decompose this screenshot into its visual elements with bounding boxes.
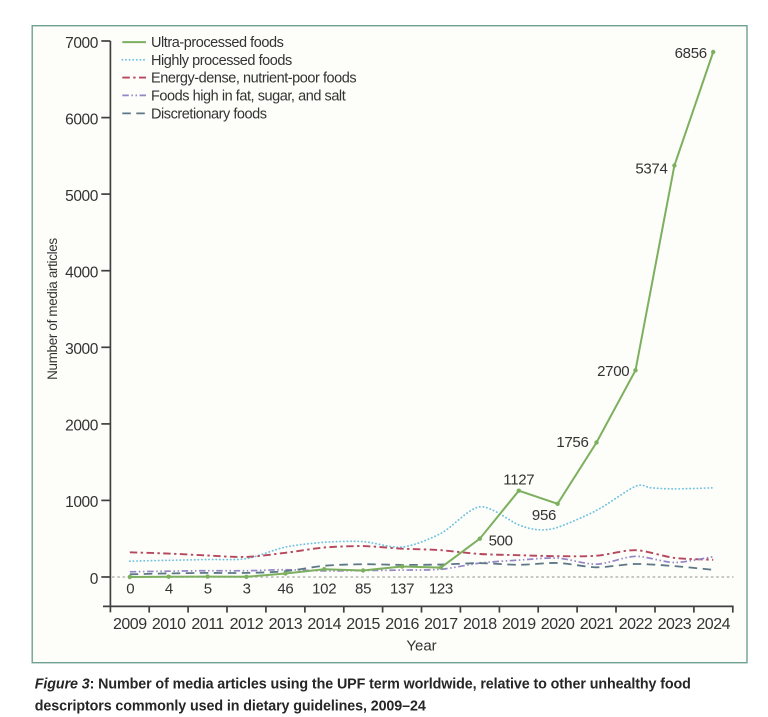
- svg-text:Figure 3: Number of media arti: Figure 3: Number of media articles using…: [35, 676, 691, 692]
- svg-text:Foods high in fat, sugar, and: Foods high in fat, sugar, and salt: [151, 88, 346, 104]
- svg-text:2022: 2022: [619, 616, 653, 633]
- svg-text:2024: 2024: [696, 616, 730, 633]
- svg-text:2012: 2012: [230, 616, 264, 633]
- svg-text:2017: 2017: [424, 616, 458, 633]
- svg-text:2021: 2021: [580, 616, 614, 633]
- svg-text:2023: 2023: [658, 616, 692, 633]
- svg-text:5374: 5374: [635, 160, 667, 177]
- svg-text:7000: 7000: [65, 35, 99, 52]
- svg-text:46: 46: [277, 580, 293, 597]
- svg-text:2014: 2014: [307, 616, 341, 633]
- svg-text:Number of media articles: Number of media articles: [45, 238, 60, 380]
- svg-text:3: 3: [243, 580, 251, 597]
- svg-text:6856: 6856: [675, 45, 707, 62]
- svg-text:102: 102: [312, 580, 336, 597]
- svg-text:2018: 2018: [463, 616, 497, 633]
- svg-text:956: 956: [532, 507, 556, 524]
- svg-text:2010: 2010: [152, 616, 186, 633]
- svg-text:Energy-dense, nutrient-poor fo: Energy-dense, nutrient-poor foods: [151, 71, 356, 87]
- svg-text:Year: Year: [406, 638, 436, 655]
- svg-text:Ultra-processed foods: Ultra-processed foods: [151, 35, 284, 51]
- svg-text:2013: 2013: [269, 616, 303, 633]
- svg-text:85: 85: [355, 580, 371, 597]
- svg-text:5000: 5000: [65, 188, 99, 205]
- svg-text:4000: 4000: [65, 265, 99, 282]
- svg-text:123: 123: [429, 580, 453, 597]
- svg-text:2016: 2016: [385, 616, 419, 633]
- svg-text:descriptors commonly used in d: descriptors commonly used in dietary gui…: [35, 698, 426, 714]
- svg-text:Highly processed foods: Highly processed foods: [151, 53, 292, 69]
- svg-text:2020: 2020: [541, 616, 575, 633]
- svg-text:500: 500: [489, 533, 513, 550]
- svg-text:4: 4: [165, 580, 173, 597]
- svg-text:2015: 2015: [346, 616, 380, 633]
- svg-text:2009: 2009: [113, 616, 147, 633]
- svg-text:0: 0: [90, 571, 99, 588]
- svg-text:3000: 3000: [65, 341, 99, 358]
- svg-text:2019: 2019: [502, 616, 536, 633]
- svg-text:5: 5: [204, 580, 212, 597]
- svg-text:1756: 1756: [556, 434, 588, 451]
- svg-text:2000: 2000: [65, 418, 99, 435]
- svg-text:1127: 1127: [503, 472, 534, 489]
- svg-text:2700: 2700: [597, 363, 629, 380]
- svg-text:1000: 1000: [65, 494, 99, 511]
- svg-text:Discretionary foods: Discretionary foods: [151, 106, 267, 122]
- svg-text:2011: 2011: [191, 616, 224, 633]
- svg-text:0: 0: [126, 580, 134, 597]
- svg-text:137: 137: [390, 580, 414, 597]
- svg-text:6000: 6000: [65, 111, 99, 128]
